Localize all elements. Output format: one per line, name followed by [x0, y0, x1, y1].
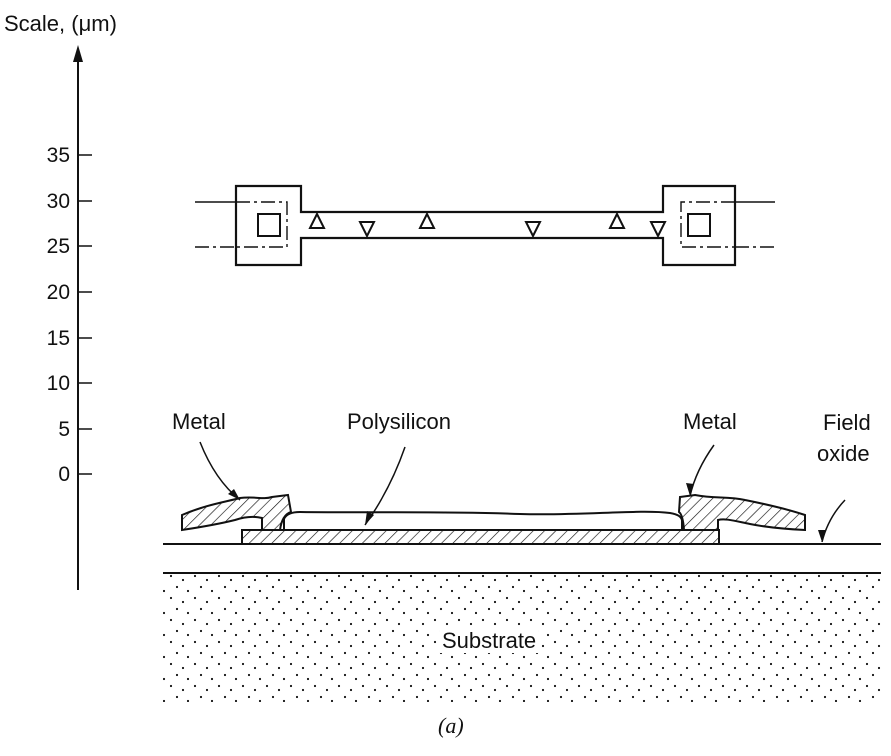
top-view-layout	[195, 184, 775, 267]
metal-contact-right	[677, 493, 806, 532]
contact-square-right	[687, 213, 711, 237]
metal-edge-left	[236, 201, 288, 248]
tick-label: 35	[46, 144, 70, 167]
poly-resistor-outline	[234, 184, 737, 267]
metal-edge-right	[680, 201, 735, 248]
triangle-down-icon	[524, 221, 542, 239]
triangle-up-icon	[608, 211, 626, 229]
arrowhead-icon	[365, 511, 374, 525]
figure-caption: (a)	[438, 713, 464, 738]
oxide-surface-profile	[283, 510, 683, 530]
cross-section	[163, 441, 881, 702]
arrowhead-icon	[818, 530, 826, 542]
scale-axis	[73, 45, 92, 590]
polysilicon-layer	[241, 529, 720, 545]
label-field-oxide-2: oxide	[817, 441, 870, 466]
triangle-up-icon	[308, 211, 326, 229]
label-substrate: Substrate	[440, 628, 539, 653]
axis-arrow-icon	[73, 45, 83, 62]
scale-title: Scale, (μm)	[4, 11, 117, 36]
tick-label: 30	[46, 190, 70, 213]
triangle-down-icon	[649, 221, 667, 239]
metal-contact-left	[181, 493, 293, 532]
label-metal-right: Metal	[683, 409, 737, 434]
leader-metal-right	[689, 444, 715, 497]
tick-label: 20	[46, 281, 70, 304]
label-polysilicon: Polysilicon	[347, 409, 451, 434]
label-field-oxide-1: Field	[823, 410, 871, 435]
arrowhead-icon	[228, 489, 240, 500]
tick-label: 10	[46, 372, 70, 395]
leader-field-oxide	[821, 499, 846, 543]
triangle-up-icon	[418, 211, 436, 229]
arrowhead-icon	[686, 483, 694, 496]
tick-label: 0	[58, 463, 70, 486]
tick-label: 5	[58, 418, 70, 441]
triangle-down-icon	[358, 221, 376, 239]
tick-label: 15	[46, 327, 70, 350]
tick-label: 25	[46, 235, 70, 258]
label-metal-left: Metal	[172, 409, 226, 434]
contact-square-left	[257, 213, 281, 237]
